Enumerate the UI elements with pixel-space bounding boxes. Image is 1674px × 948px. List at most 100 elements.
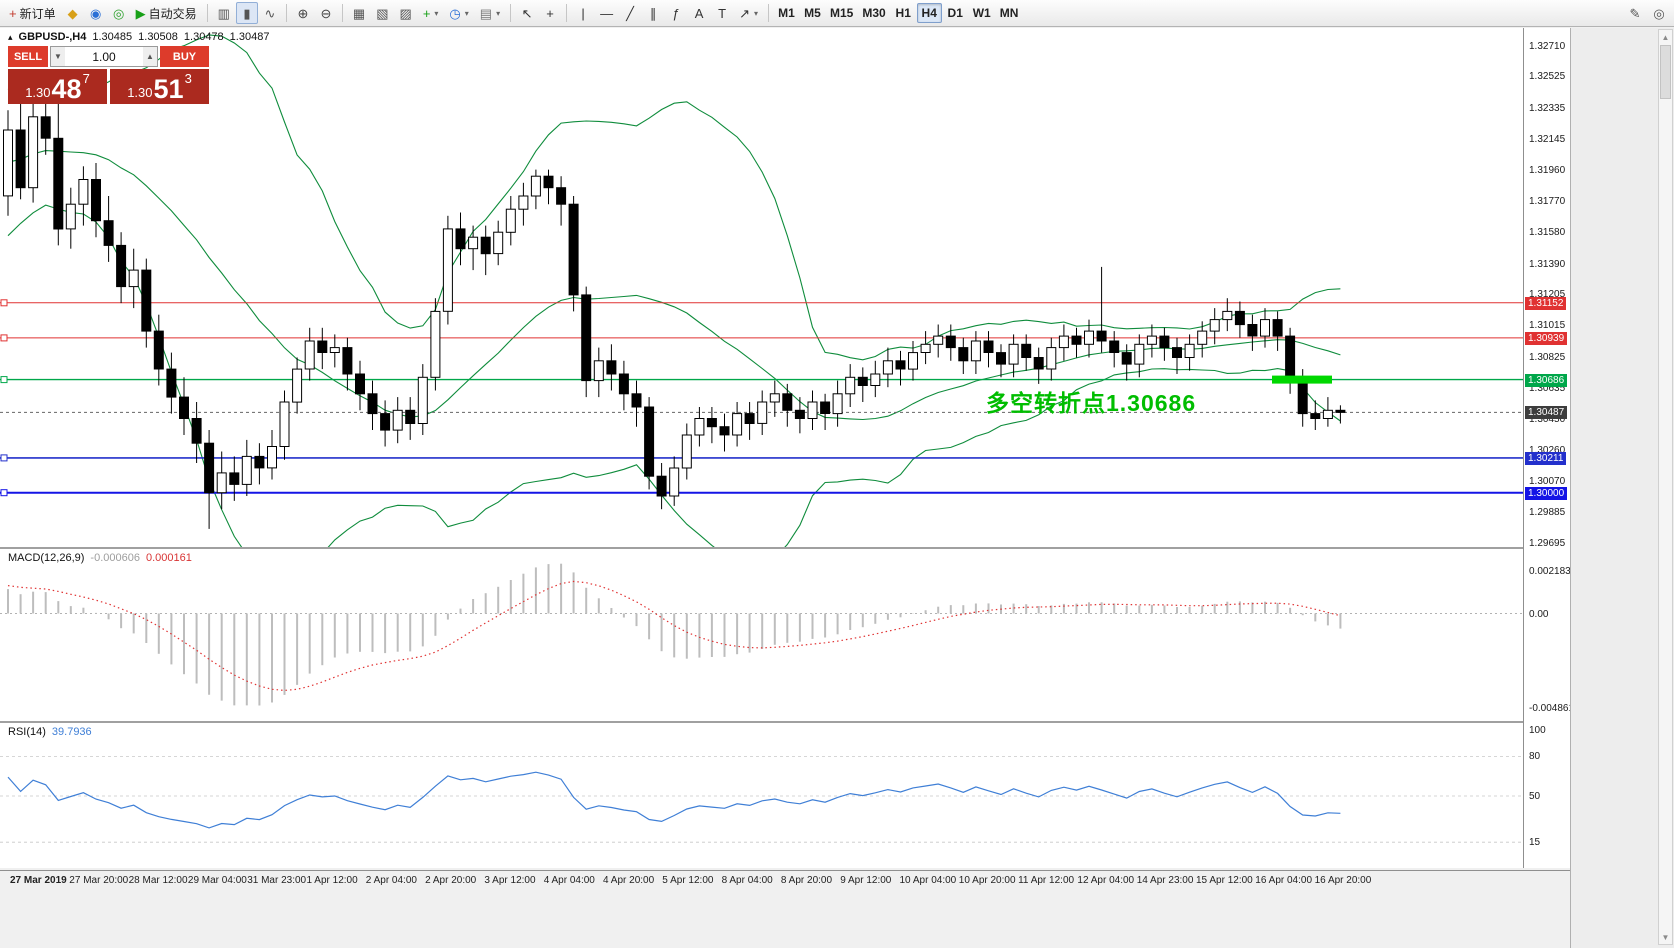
indicators-button-icon: +: [422, 5, 431, 21]
price-axis[interactable]: 1.32710 1.32525 1.32335 1.32145 1.31960 1.317…: [1523, 28, 1574, 868]
time-axis[interactable]: 27 Mar 2019 27 Mar 20:00 28 Mar 12:00 29 Ma…: [0, 870, 1570, 890]
label-button-icon: T: [718, 5, 727, 21]
timeframe-m1-label: M1: [778, 6, 795, 20]
sell-price-display[interactable]: 1.30 48 7: [8, 69, 107, 104]
toolbar-separator: [206, 4, 208, 22]
search-button[interactable]: ◎: [1648, 2, 1670, 24]
ohlc-high: 1.30508: [138, 31, 178, 43]
text-button[interactable]: A: [688, 2, 710, 24]
time-axis-label: 28 Mar 12:00: [128, 875, 188, 886]
text-button-icon: A: [694, 5, 704, 21]
current-price-badge: 1.30487: [1525, 406, 1568, 420]
time-axis-label: 10 Apr 20:00: [958, 875, 1016, 886]
indicators-button[interactable]: + ▾: [418, 2, 444, 24]
toolbar-separator: [768, 4, 770, 22]
timeframe-mn[interactable]: MN: [996, 3, 1023, 23]
timeframe-m5-label: M5: [804, 6, 821, 20]
metaeditor-button-icon: ◆: [67, 5, 78, 21]
timeframe-h1[interactable]: H1: [891, 3, 916, 23]
sell-button[interactable]: SELL: [8, 46, 48, 67]
price-axis-label: 1.30070: [1529, 476, 1566, 488]
time-axis-label: 3 Apr 12:00: [484, 875, 536, 886]
chart-line-button[interactable]: ∿: [259, 2, 281, 24]
scrollbar-thumb[interactable]: [1660, 45, 1671, 99]
price-axis-label: 1.31015: [1529, 320, 1566, 332]
crosshair-button-icon: +: [546, 5, 554, 21]
chart-line-button-icon: ∿: [264, 5, 276, 21]
toolbar-separator: [285, 4, 287, 22]
timeframe-d1[interactable]: D1: [943, 3, 968, 23]
chart-candles-button-icon: ▮: [243, 5, 251, 21]
vertical-scrollbar[interactable]: ▲ ▼: [1658, 29, 1673, 945]
buy-price-prefix: 1.30: [127, 84, 153, 100]
new-order-button-label: 新订单: [19, 6, 56, 21]
volume-decrease-button[interactable]: ▼: [51, 47, 65, 66]
macd-histogram-value: -0.000606: [90, 552, 140, 564]
timeframe-h4[interactable]: H4: [916, 3, 942, 23]
vertical-line-button[interactable]: |: [572, 2, 594, 24]
chart-candles-button[interactable]: ▮: [235, 2, 258, 24]
time-axis-label: 4 Apr 04:00: [543, 875, 595, 886]
auto-trading-button[interactable]: ▶ 自动交易: [131, 2, 202, 24]
arrange-charts-button[interactable]: ▨: [395, 2, 417, 24]
macd-name: MACD(12,26,9): [8, 552, 85, 564]
timeframe-m15[interactable]: M15: [826, 3, 857, 23]
horizontal-line-button[interactable]: —: [595, 2, 618, 24]
buy-button[interactable]: BUY: [160, 46, 209, 67]
volume-value[interactable]: 1.00: [92, 49, 116, 64]
time-axis-label: 4 Apr 20:00: [603, 875, 655, 886]
sell-price-prefix: 1.30: [25, 84, 51, 100]
indicators-button-caret-icon: ▾: [434, 8, 439, 18]
one-click-trade-panel: SELL ▼ 1.00 ▲ BUY 1.30 48 7 1.30 51 3: [8, 46, 209, 104]
label-button[interactable]: T: [711, 2, 733, 24]
rsi-axis-label: 100: [1529, 725, 1546, 736]
volume-control: ▼ 1.00 ▲: [50, 46, 158, 67]
pivot-annotation[interactable]: 多空转折点1.30686: [986, 390, 1197, 416]
cascade-windows-button[interactable]: ▧: [371, 2, 393, 24]
timeframe-w1[interactable]: W1: [969, 3, 995, 23]
arrange-charts-button-icon: ▨: [399, 5, 412, 21]
trade-panel-toggle-icon[interactable]: ▴: [8, 31, 13, 42]
timeframe-m5[interactable]: M5: [800, 3, 825, 23]
macd-signal-value: 0.000161: [145, 552, 192, 564]
rsi-chart-canvas[interactable]: [0, 723, 1523, 868]
volume-increase-button[interactable]: ▲: [143, 47, 157, 66]
scroll-down-icon[interactable]: ▼: [1661, 932, 1670, 942]
market-watch-button[interactable]: ◉: [85, 2, 107, 24]
panel-divider[interactable]: [0, 721, 1570, 723]
search-button-icon: ◎: [1653, 5, 1665, 21]
price-axis-label: 1.32335: [1529, 102, 1566, 114]
timeframe-m30[interactable]: M30: [858, 3, 889, 23]
zoom-out-button[interactable]: ⊖: [315, 2, 337, 24]
scroll-up-icon[interactable]: ▲: [1661, 32, 1670, 42]
cursor-button[interactable]: ↖: [516, 2, 538, 24]
buy-price-display[interactable]: 1.30 51 3: [110, 69, 209, 104]
rsi-axis-label: 50: [1529, 791, 1541, 802]
metaeditor-button[interactable]: ◆: [62, 2, 84, 24]
trendline-button[interactable]: ╱: [619, 2, 641, 24]
fibonacci-button[interactable]: ƒ: [665, 2, 687, 24]
macd-chart-canvas[interactable]: [0, 549, 1523, 721]
edit-button[interactable]: ✎: [1624, 2, 1646, 24]
arrows-button[interactable]: ↗ ▾: [734, 2, 763, 24]
timeframe-h4-label: H4: [921, 6, 937, 20]
timeframe-m1[interactable]: M1: [774, 3, 799, 23]
periods-button[interactable]: ◷ ▾: [444, 2, 473, 24]
price-badge-1.30000: 1.30000: [1525, 486, 1568, 500]
zoom-in-button[interactable]: ⊕: [292, 2, 314, 24]
templates-button[interactable]: ▤ ▾: [475, 2, 505, 24]
auto-trading-button-label: 自动交易: [148, 6, 197, 21]
price-chart-canvas[interactable]: [0, 28, 1523, 547]
trendline-button-icon: ╱: [626, 5, 634, 21]
channel-button-icon: ∥: [649, 5, 657, 21]
macd-axis-label: -0.004861: [1529, 703, 1575, 715]
price-axis-label: 1.29695: [1529, 537, 1566, 549]
panel-divider[interactable]: [0, 547, 1570, 549]
chart-bars-button[interactable]: ▥: [213, 2, 235, 24]
time-axis-label: 27 Mar 2019: [10, 875, 67, 886]
new-order-button[interactable]: + 新订单: [4, 2, 61, 24]
tile-windows-button[interactable]: ▦: [348, 2, 370, 24]
scripts-button[interactable]: ◎: [108, 2, 130, 24]
channel-button[interactable]: ∥: [642, 2, 664, 24]
crosshair-button[interactable]: +: [539, 2, 561, 24]
